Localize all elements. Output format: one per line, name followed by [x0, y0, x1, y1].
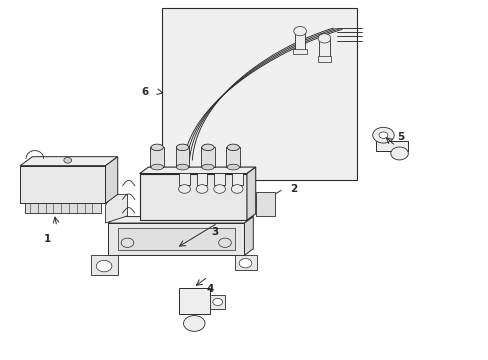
Circle shape [390, 147, 407, 160]
Bar [234, 255, 256, 270]
Circle shape [183, 316, 204, 331]
Bar [319, 39, 329, 58]
Bar [210, 295, 224, 309]
Bar [150, 147, 163, 167]
Circle shape [213, 185, 225, 193]
Circle shape [231, 185, 243, 193]
Ellipse shape [202, 164, 214, 170]
Circle shape [178, 185, 190, 193]
Bar [226, 147, 240, 167]
Circle shape [64, 157, 72, 163]
Polygon shape [20, 157, 118, 166]
Text: 5: 5 [396, 132, 404, 142]
Bar [161, 8, 356, 180]
Bar [231, 173, 242, 185]
Text: 4: 4 [206, 284, 214, 294]
Ellipse shape [176, 144, 188, 150]
Bar [201, 147, 214, 167]
Circle shape [212, 298, 222, 306]
Circle shape [196, 185, 207, 193]
Polygon shape [246, 167, 255, 220]
Text: 6: 6 [141, 87, 148, 97]
Polygon shape [108, 217, 253, 223]
Ellipse shape [227, 164, 239, 170]
Ellipse shape [176, 164, 188, 170]
Ellipse shape [227, 144, 239, 150]
Bar [375, 140, 407, 151]
Bar [91, 255, 118, 275]
Bar [317, 56, 330, 62]
Bar [178, 288, 210, 315]
Circle shape [121, 238, 134, 247]
Text: 2: 2 [289, 184, 296, 194]
Polygon shape [140, 174, 246, 220]
Polygon shape [105, 157, 118, 203]
Bar [255, 192, 275, 216]
Bar [25, 203, 101, 213]
Text: 3: 3 [211, 227, 219, 237]
Ellipse shape [151, 164, 163, 170]
Polygon shape [244, 217, 253, 255]
Ellipse shape [151, 144, 163, 150]
Polygon shape [105, 194, 127, 223]
Circle shape [372, 127, 393, 143]
Circle shape [239, 258, 251, 268]
Bar [294, 31, 305, 51]
Circle shape [293, 27, 306, 36]
Circle shape [378, 132, 387, 138]
Bar [175, 147, 189, 167]
Bar [196, 173, 207, 185]
Bar [214, 173, 224, 185]
Bar [118, 228, 234, 250]
Circle shape [318, 34, 330, 43]
Polygon shape [140, 167, 255, 174]
Bar [179, 173, 189, 185]
Text: 1: 1 [43, 234, 51, 244]
Ellipse shape [202, 144, 214, 150]
Polygon shape [20, 166, 105, 203]
Circle shape [218, 238, 231, 247]
Polygon shape [108, 223, 244, 255]
Bar [293, 49, 306, 54]
Circle shape [96, 260, 112, 272]
